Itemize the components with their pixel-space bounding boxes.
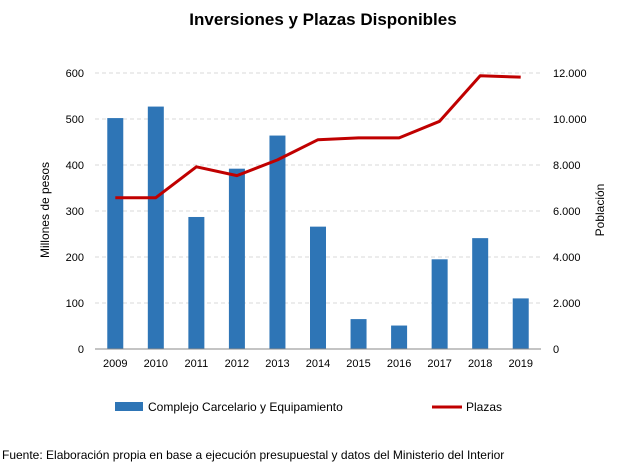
y2-tick-label: 12.000 <box>553 68 587 80</box>
x-tick-label: 2010 <box>144 358 168 370</box>
x-tick-label: 2012 <box>225 358 249 370</box>
gridlines <box>95 72 541 304</box>
x-tick-label: 2016 <box>387 358 411 370</box>
legend-swatch-bars <box>115 402 143 411</box>
y2-tick-label: 8.000 <box>553 160 581 172</box>
bar <box>188 216 205 349</box>
bar <box>147 106 164 349</box>
x-tick-label: 2011 <box>185 358 209 370</box>
x-tick-label: 2019 <box>508 358 532 370</box>
x-tick-label: 2015 <box>346 358 370 370</box>
bar <box>512 298 529 349</box>
y-axis-left: 0 100 200 300 400 500 600 <box>66 68 84 356</box>
x-tick-label: 2013 <box>265 358 289 370</box>
y-axis-right: 0 2.000 4.000 6.000 8.000 10.000 12.000 <box>553 68 587 356</box>
y2-tick-label: 10.000 <box>553 114 587 126</box>
y-tick-label: 400 <box>66 160 84 172</box>
bar <box>269 135 286 349</box>
x-axis: 2009 2010 2011 2012 2013 2014 2015 2016 2017 2018… <box>103 358 533 370</box>
x-tick-label: 2014 <box>306 358 330 370</box>
legend: Complejo Carcelario y Equipamiento Plaza… <box>115 400 502 414</box>
source-note: Fuente: Elaboración propia en base a eje… <box>2 448 505 462</box>
bar <box>350 319 367 349</box>
y-tick-label: 300 <box>66 206 84 218</box>
line-series <box>115 74 521 200</box>
x-tick-label: 2009 <box>103 358 127 370</box>
x-tick-label: 2018 <box>468 358 492 370</box>
bar <box>107 118 124 349</box>
y-tick-label: 500 <box>66 114 84 126</box>
bar <box>310 226 326 349</box>
y2-tick-label: 4.000 <box>553 252 581 264</box>
y-axis-label: Millones de pesos <box>38 162 52 258</box>
x-tick-label: 2017 <box>427 358 451 370</box>
y2-tick-label: 6.000 <box>553 206 581 218</box>
y2-axis-label: Población <box>593 184 607 237</box>
y-tick-label: 100 <box>66 298 84 310</box>
legend-label-line: Plazas <box>466 400 502 414</box>
y2-tick-label: 2.000 <box>553 298 581 310</box>
y-tick-label: 600 <box>66 68 84 80</box>
bar <box>431 259 448 349</box>
bar <box>228 168 245 349</box>
bar <box>391 325 408 349</box>
bar <box>472 238 489 349</box>
y-tick-label: 0 <box>78 344 84 356</box>
bar-series <box>107 106 529 349</box>
chart-title: Inversiones y Plazas Disponibles <box>189 10 456 29</box>
legend-label-bars: Complejo Carcelario y Equipamiento <box>148 400 343 414</box>
y2-tick-label: 0 <box>553 344 559 356</box>
plazas-line <box>115 74 521 200</box>
y-tick-label: 200 <box>66 252 84 264</box>
